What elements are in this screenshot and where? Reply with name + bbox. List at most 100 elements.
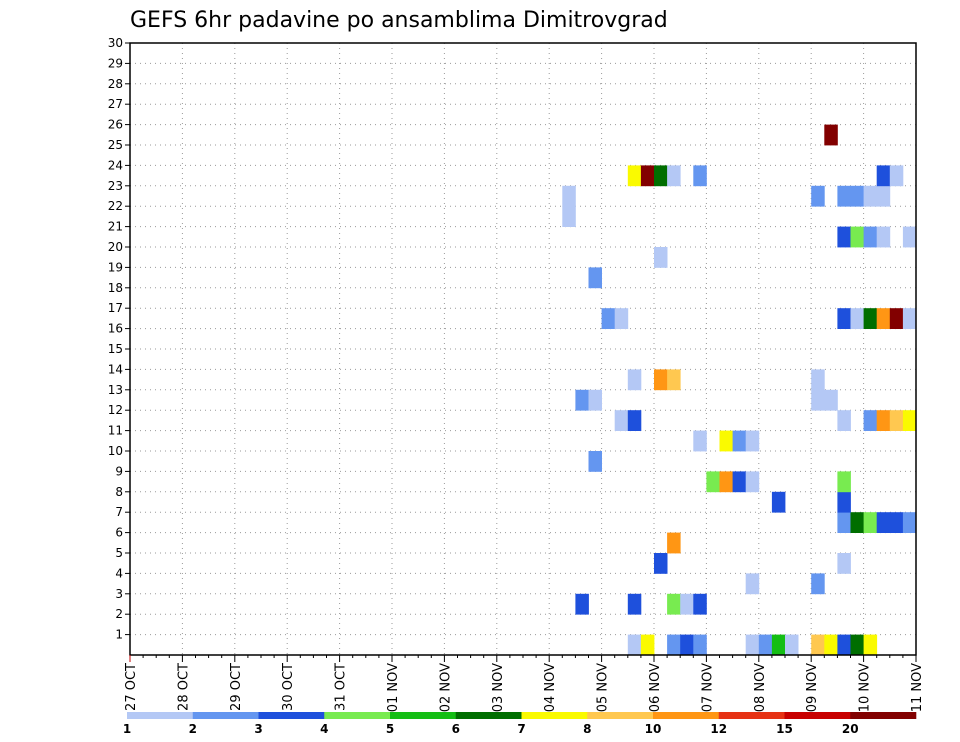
y-tick-label: 22 bbox=[108, 199, 123, 213]
y-tick-label: 11 bbox=[108, 424, 123, 438]
precip-cell bbox=[680, 593, 694, 615]
precip-cell bbox=[627, 593, 642, 615]
precip-cell bbox=[902, 308, 917, 329]
precip-cell bbox=[837, 226, 851, 248]
precip-cell bbox=[850, 185, 864, 207]
precip-cell bbox=[837, 553, 851, 574]
y-tick-label: 10 bbox=[108, 444, 123, 458]
precip-cell bbox=[732, 471, 747, 493]
y-tick-label: 28 bbox=[108, 77, 123, 91]
legend-swatch bbox=[587, 712, 654, 719]
legend-swatch bbox=[127, 712, 194, 719]
y-tick-label: 27 bbox=[108, 97, 123, 111]
y-tick-label: 23 bbox=[108, 179, 123, 193]
y-tick-label: 7 bbox=[115, 505, 123, 519]
precip-cell bbox=[824, 124, 838, 146]
legend-label: 1 bbox=[123, 722, 131, 736]
precip-cell bbox=[889, 308, 904, 329]
legend: 1 2 3 4 5 6 7 8 10 12 15 20 bbox=[123, 712, 917, 736]
precip-cell bbox=[640, 634, 655, 656]
x-tick-label: 28 OCT bbox=[176, 663, 191, 711]
precip-cell bbox=[562, 185, 576, 207]
precip-cell bbox=[588, 267, 602, 289]
precip-cell bbox=[863, 308, 878, 329]
precip-cell bbox=[640, 165, 655, 187]
y-tick-label: 8 bbox=[115, 485, 123, 499]
precip-cell bbox=[811, 389, 825, 411]
precip-cell bbox=[588, 451, 602, 472]
x-tick-label: 06 NOV bbox=[648, 663, 663, 712]
legend-label: 8 bbox=[583, 722, 591, 736]
y-tick-label: 12 bbox=[108, 403, 123, 417]
precip-cell bbox=[667, 165, 681, 187]
precip-cell bbox=[863, 410, 878, 431]
y-tick-label: 13 bbox=[108, 383, 123, 397]
y-tick-label: 26 bbox=[108, 118, 123, 132]
legend-swatch bbox=[324, 712, 391, 719]
y-tick-label: 29 bbox=[108, 56, 123, 70]
legend-label: 7 bbox=[517, 722, 525, 736]
y-tick-label: 1 bbox=[115, 628, 123, 642]
precip-cell bbox=[863, 185, 878, 207]
precip-cell bbox=[693, 593, 707, 615]
y-tick-label: 21 bbox=[108, 220, 123, 234]
precip-cell bbox=[614, 410, 629, 431]
y-tick-label: 20 bbox=[108, 240, 123, 254]
y-tick-label: 5 bbox=[115, 546, 123, 560]
precip-cell bbox=[876, 226, 891, 248]
precip-cell bbox=[824, 634, 838, 656]
legend-label: 15 bbox=[776, 722, 793, 736]
precip-cell bbox=[889, 165, 904, 187]
y-tick-label: 15 bbox=[108, 342, 123, 356]
precip-cell bbox=[693, 165, 707, 187]
y-axis: 1234567891011121314151617181920212223242… bbox=[108, 36, 130, 642]
precip-cell bbox=[876, 185, 891, 207]
legend-label: 5 bbox=[386, 722, 394, 736]
precip-cell bbox=[824, 389, 838, 411]
precip-cell bbox=[693, 634, 707, 656]
precip-cell bbox=[758, 634, 773, 656]
precip-cell bbox=[902, 226, 917, 248]
legend-label: 12 bbox=[710, 722, 727, 736]
precip-cell bbox=[667, 634, 681, 656]
precip-cell bbox=[837, 185, 851, 207]
x-tick-label: 29 OCT bbox=[229, 663, 244, 711]
precip-cell bbox=[667, 369, 681, 391]
precip-cell bbox=[863, 226, 878, 248]
legend-swatch bbox=[390, 712, 457, 719]
precip-cell bbox=[850, 512, 864, 533]
precip-cell bbox=[745, 634, 760, 656]
precip-cell bbox=[614, 308, 629, 329]
precip-cell bbox=[706, 471, 720, 493]
precip-cell bbox=[654, 553, 668, 574]
x-tick-label: 27 OCT bbox=[124, 663, 139, 711]
legend-swatch bbox=[258, 712, 325, 719]
precip-cell bbox=[837, 491, 851, 513]
legend-swatch bbox=[784, 712, 851, 719]
precip-cell bbox=[588, 389, 602, 411]
x-tick-label: 07 NOV bbox=[700, 663, 715, 712]
precip-cell bbox=[719, 471, 733, 493]
x-tick-label: 02 NOV bbox=[438, 663, 453, 712]
precip-cell bbox=[575, 593, 589, 615]
precip-cell bbox=[850, 226, 864, 248]
y-tick-label: 2 bbox=[115, 607, 123, 621]
chart-title: GEFS 6hr padavine po ansamblima Dimitrov… bbox=[130, 8, 668, 33]
y-tick-label: 24 bbox=[108, 158, 123, 172]
legend-label: 6 bbox=[452, 722, 460, 736]
precip-cell bbox=[889, 512, 904, 533]
precip-cell bbox=[667, 532, 681, 554]
x-tick-label: 05 NOV bbox=[596, 663, 611, 712]
precip-cell bbox=[876, 308, 891, 329]
precip-cell bbox=[627, 165, 642, 187]
precip-cell bbox=[811, 634, 825, 656]
y-tick-label: 25 bbox=[108, 138, 123, 152]
precip-cell bbox=[654, 165, 668, 187]
legend-swatch bbox=[455, 712, 522, 719]
precip-cell bbox=[771, 634, 786, 656]
x-tick-label: 01 NOV bbox=[386, 663, 401, 712]
precip-cell bbox=[667, 593, 681, 615]
x-tick-label: 03 NOV bbox=[491, 663, 506, 712]
y-tick-label: 17 bbox=[108, 301, 123, 315]
